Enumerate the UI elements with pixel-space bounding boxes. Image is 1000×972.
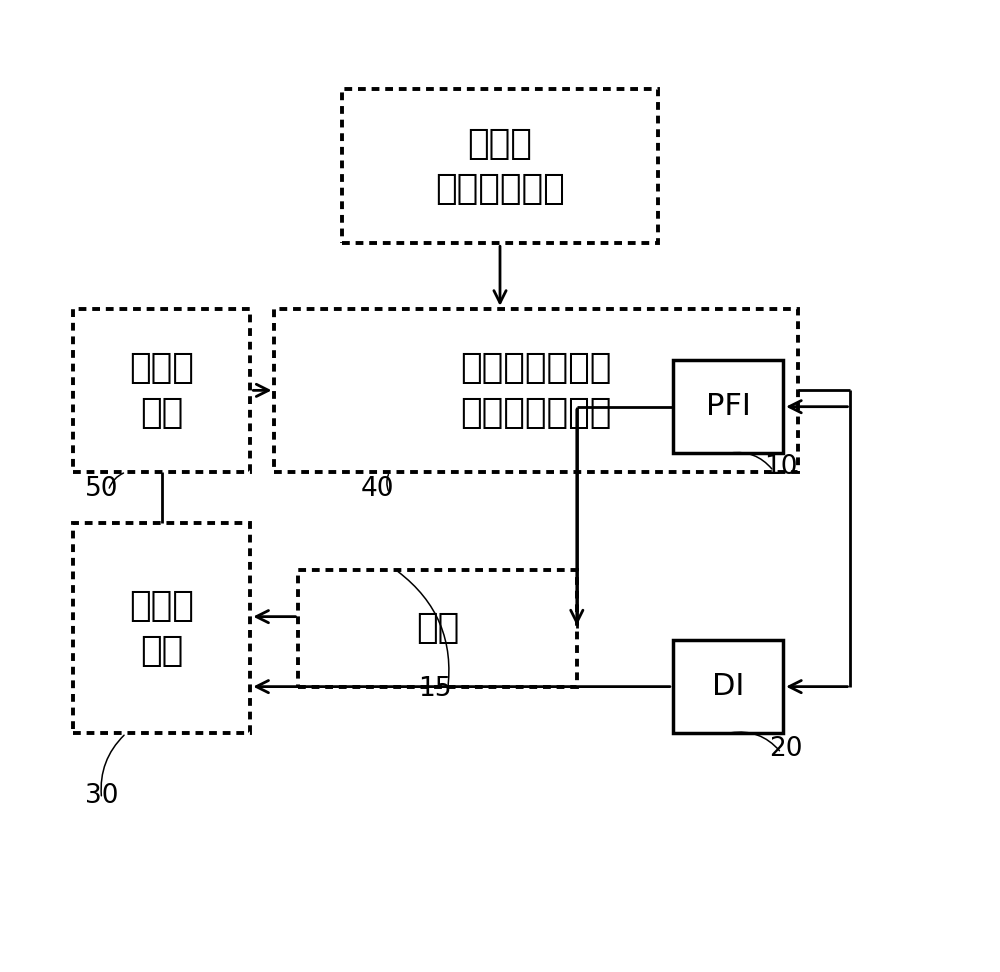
Text: 15: 15 bbox=[418, 677, 452, 703]
Bar bbox=[298, 570, 577, 686]
Text: 歧管: 歧管 bbox=[416, 611, 459, 645]
Text: 操作者
（负载需求）: 操作者 （负载需求） bbox=[435, 127, 565, 206]
Text: 50: 50 bbox=[85, 476, 119, 502]
Text: 发动机
汽缸: 发动机 汽缸 bbox=[129, 589, 194, 668]
Text: PFI: PFI bbox=[706, 392, 750, 421]
Text: 用于减少颗粒的
发动机控制单元: 用于减少颗粒的 发动机控制单元 bbox=[460, 351, 612, 430]
Text: 10: 10 bbox=[764, 454, 798, 480]
Bar bbox=[274, 309, 798, 472]
Bar bbox=[673, 640, 783, 733]
Bar bbox=[342, 89, 658, 243]
Text: 发动机
工况: 发动机 工况 bbox=[129, 351, 194, 430]
Bar bbox=[673, 360, 783, 453]
Text: 40: 40 bbox=[361, 476, 394, 502]
Text: DI: DI bbox=[712, 672, 744, 701]
Text: 20: 20 bbox=[769, 736, 802, 762]
Text: 30: 30 bbox=[85, 782, 119, 809]
Bar bbox=[73, 309, 250, 472]
Bar bbox=[73, 523, 250, 733]
